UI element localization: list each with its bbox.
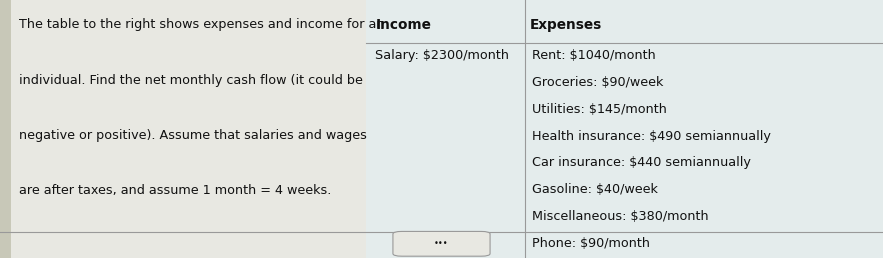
Text: individual. Find the net monthly cash flow (it could be: individual. Find the net monthly cash fl… [19, 74, 363, 86]
Text: Rent: $1040/month: Rent: $1040/month [532, 49, 656, 62]
Text: The table to the right shows expenses and income for an: The table to the right shows expenses an… [19, 18, 385, 31]
Text: are after taxes, and assume 1 month = 4 weeks.: are after taxes, and assume 1 month = 4 … [19, 184, 332, 197]
Text: Expenses: Expenses [530, 18, 602, 32]
FancyBboxPatch shape [0, 0, 366, 258]
Text: Groceries: $90/week: Groceries: $90/week [532, 76, 664, 89]
Text: Income: Income [375, 18, 431, 32]
Text: Phone: $90/month: Phone: $90/month [532, 237, 651, 250]
Text: •••: ••• [434, 239, 449, 248]
FancyBboxPatch shape [0, 0, 11, 258]
Text: Gasoline: $40/week: Gasoline: $40/week [532, 183, 659, 196]
Text: Salary: $2300/month: Salary: $2300/month [375, 49, 509, 62]
Text: negative or positive). Assume that salaries and wages: negative or positive). Assume that salar… [19, 129, 367, 142]
FancyBboxPatch shape [393, 231, 490, 256]
Text: Car insurance: $440 semiannually: Car insurance: $440 semiannually [532, 156, 751, 169]
Text: Utilities: $145/month: Utilities: $145/month [532, 103, 668, 116]
Text: Health insurance: $490 semiannually: Health insurance: $490 semiannually [532, 130, 772, 142]
FancyBboxPatch shape [366, 0, 883, 258]
Text: Miscellaneous: $380/month: Miscellaneous: $380/month [532, 210, 709, 223]
